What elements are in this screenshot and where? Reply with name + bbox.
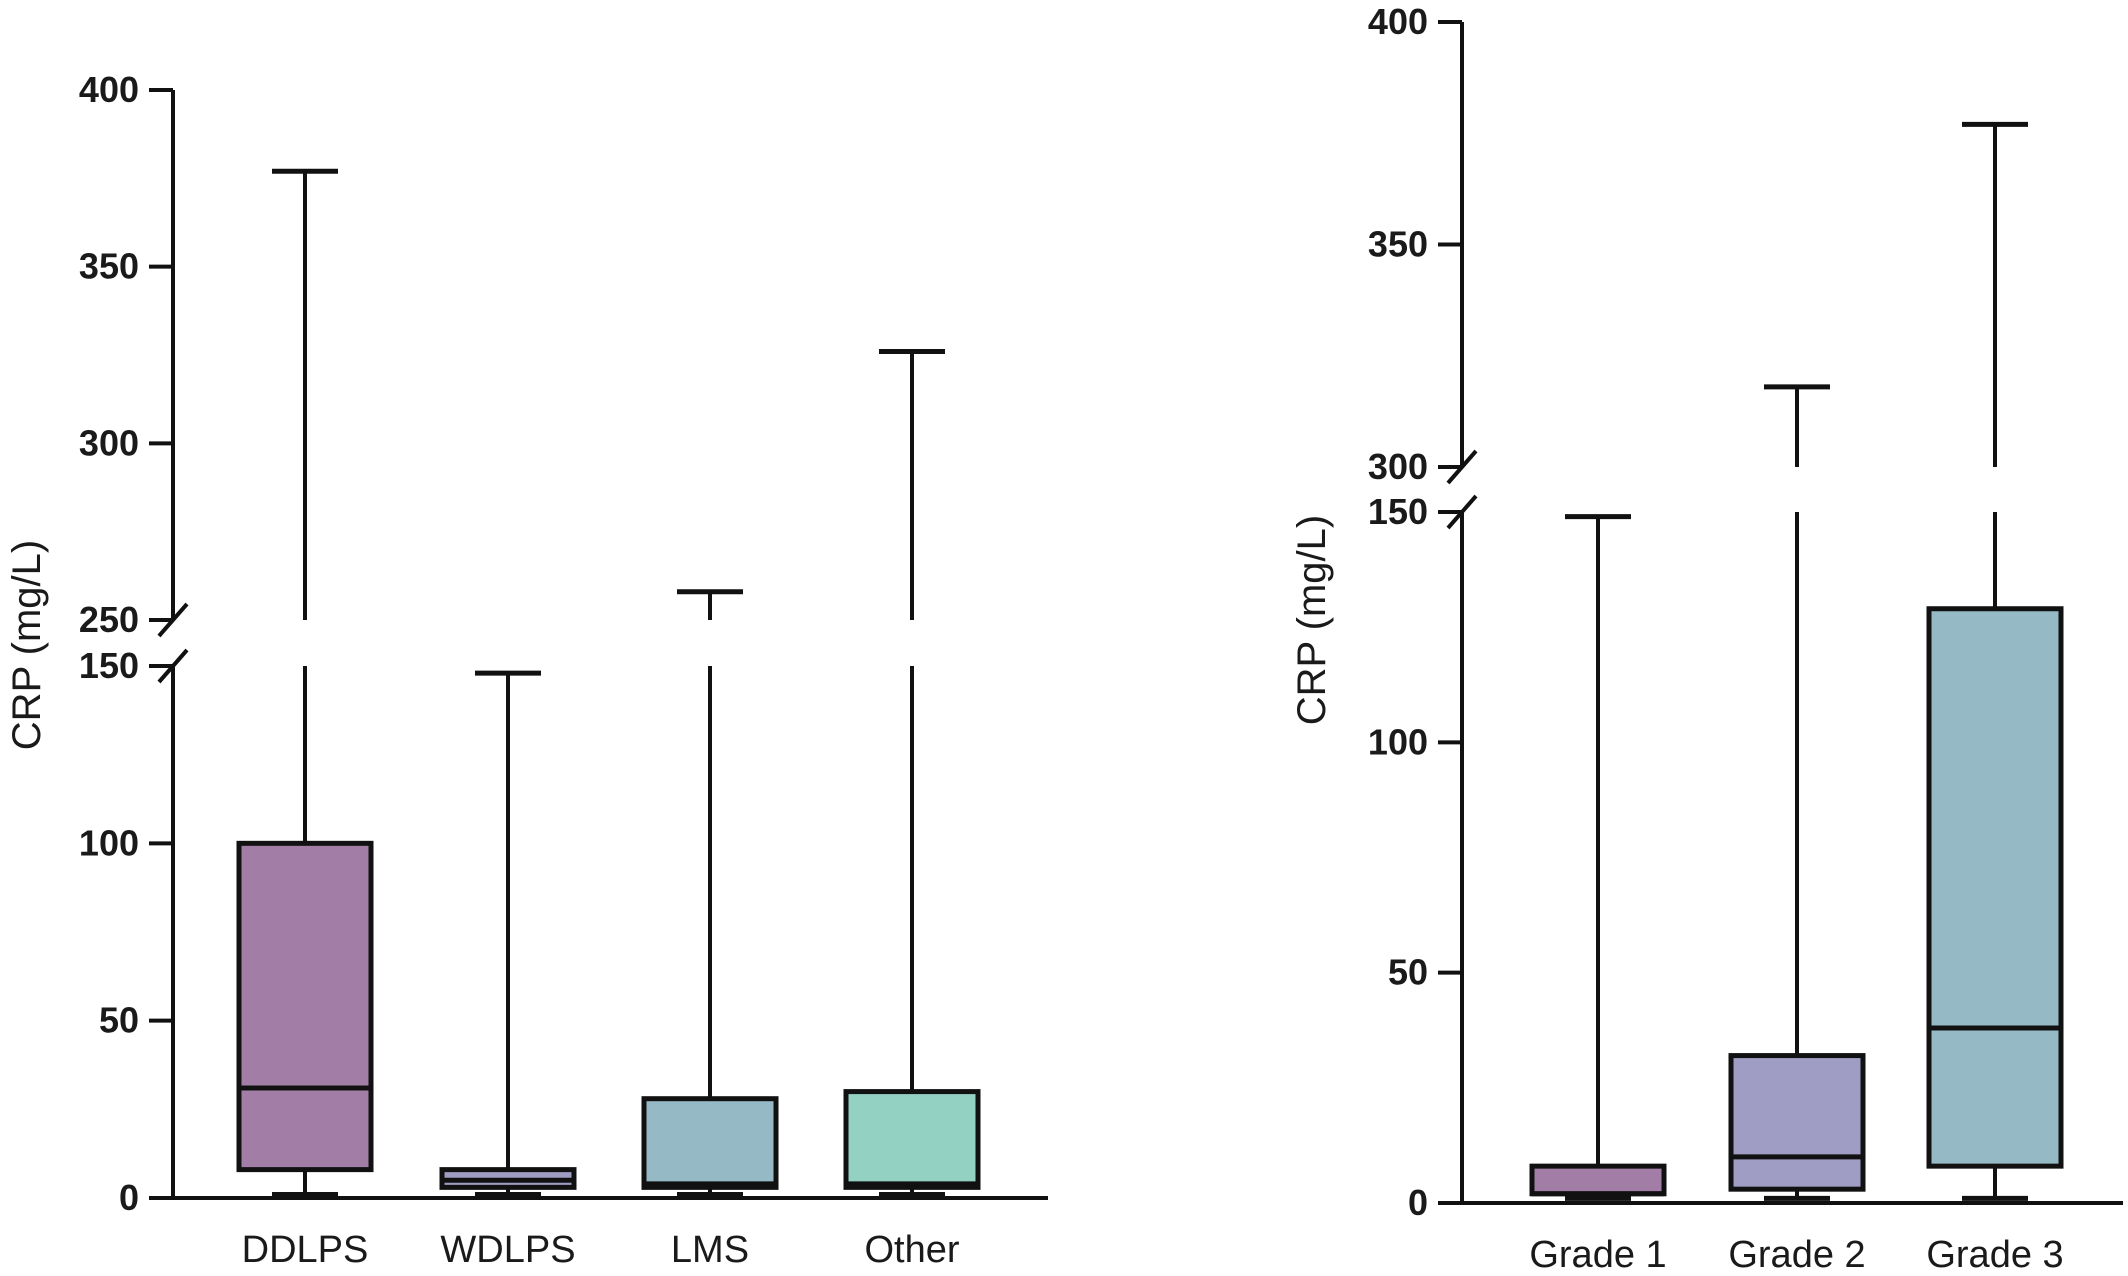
- y-tick-label: 150: [79, 645, 139, 686]
- box-other: [843, 348, 981, 1197]
- y-tick-label: 300: [1368, 446, 1428, 487]
- y-tick-label: 250: [79, 599, 139, 640]
- category-label: Other: [864, 1229, 959, 1271]
- box-wdlps: [439, 670, 577, 1197]
- y-axis-title: CRP (mg/L): [5, 540, 49, 750]
- category-label: DDLPS: [242, 1229, 369, 1271]
- y-tick-label: 300: [79, 422, 139, 463]
- iqr-box: [236, 840, 374, 1173]
- iqr-box: [1529, 1163, 1667, 1197]
- y-tick-label: 350: [79, 246, 139, 287]
- category-label: Grade 3: [1926, 1234, 2063, 1276]
- box-grade-2: [1728, 384, 1866, 1201]
- iqr-box: [843, 1089, 981, 1190]
- y-tick-label: 50: [1388, 952, 1428, 993]
- y-tick-label: 50: [99, 1000, 139, 1041]
- category-label: Grade 2: [1728, 1234, 1865, 1276]
- category-label: LMS: [671, 1229, 749, 1271]
- box-ddlps: [236, 168, 374, 1197]
- box-lms: [641, 589, 779, 1197]
- y-tick-label: 100: [79, 822, 139, 863]
- category-label: Grade 1: [1529, 1234, 1666, 1276]
- y-tick-label: 350: [1368, 224, 1428, 265]
- y-tick-label: 0: [119, 1177, 139, 1218]
- y-tick-label: 100: [1368, 721, 1428, 762]
- category-label: WDLPS: [440, 1229, 575, 1271]
- y-tick-label: 0: [1408, 1182, 1428, 1223]
- box-grade-1: [1529, 514, 1667, 1201]
- iqr-box: [641, 1096, 779, 1190]
- y-tick-label: 400: [79, 69, 139, 110]
- box-grade-3: [1926, 121, 2064, 1201]
- iqr-box: [1728, 1053, 1866, 1192]
- y-axis-title: CRP (mg/L): [1290, 515, 1334, 725]
- y-tick-label: 150: [1368, 491, 1428, 532]
- left-panel-crp-by-histology: 0 50 100 150 250 300 350 400 CRP (mg/L) DDLPS WDLP…: [5, 69, 1048, 1271]
- y-tick-label: 400: [1368, 1, 1428, 42]
- iqr-box: [1926, 606, 2064, 1169]
